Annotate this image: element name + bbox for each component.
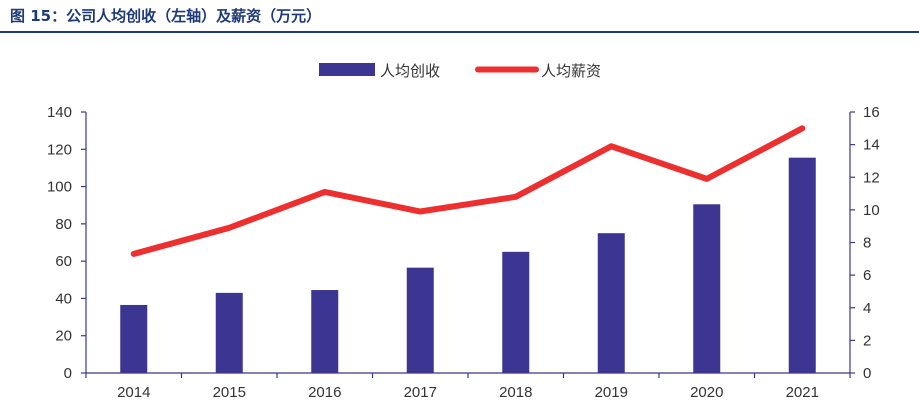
x-tick-label: 2020 [690, 384, 723, 401]
x-tick-label: 2021 [786, 384, 819, 401]
title-rule [0, 31, 919, 33]
left-tick-label: 0 [64, 365, 72, 382]
left-tick-label: 60 [55, 253, 72, 270]
left-tick-label: 100 [47, 179, 72, 196]
bar [311, 290, 339, 373]
x-tick-label: 2016 [308, 384, 341, 401]
right-tick-label: 10 [863, 202, 880, 219]
chart-title: 图 15：公司人均创收（左轴）及薪资（万元） [10, 7, 322, 25]
legend: 人均创收 人均薪资 [319, 62, 601, 80]
right-tick-label: 12 [863, 169, 880, 186]
salary-line [130, 125, 806, 257]
x-tick-label: 2017 [404, 384, 437, 401]
left-tick-label: 20 [55, 328, 72, 345]
left-tick-label: 140 [47, 104, 72, 121]
right-tick-label: 16 [863, 104, 880, 121]
bar [120, 304, 148, 373]
x-tick-label: 2014 [117, 384, 150, 401]
right-tick-label: 6 [863, 267, 871, 284]
x-tick-label: 2018 [499, 384, 532, 401]
right-tick-label: 0 [863, 365, 871, 382]
right-tick-label: 4 [863, 300, 871, 317]
bar [215, 292, 243, 373]
legend-bar-swatch [319, 63, 375, 76]
bar [788, 157, 816, 373]
right-tick-label: 8 [863, 235, 871, 252]
left-tick-label: 120 [47, 141, 72, 158]
tick-labels: 0 20 40 60 80 100 120 140 0 2 4 6 8 10 12 14 16 2014 2015 2… [47, 104, 880, 401]
right-tick-label: 2 [863, 332, 871, 349]
legend-line-label: 人均薪资 [541, 62, 601, 80]
bar [406, 267, 434, 373]
x-tick-label: 2015 [213, 384, 246, 401]
left-tick-label: 40 [55, 290, 72, 307]
line-series [130, 125, 806, 257]
legend-bar-label: 人均创收 [380, 62, 440, 80]
bar [693, 204, 721, 373]
bar [502, 251, 530, 373]
left-tick-label: 80 [55, 216, 72, 233]
bar [597, 233, 625, 373]
right-tick-label: 14 [863, 137, 880, 154]
axes [81, 111, 855, 378]
bar-series [120, 157, 816, 373]
x-tick-label: 2019 [595, 384, 628, 401]
